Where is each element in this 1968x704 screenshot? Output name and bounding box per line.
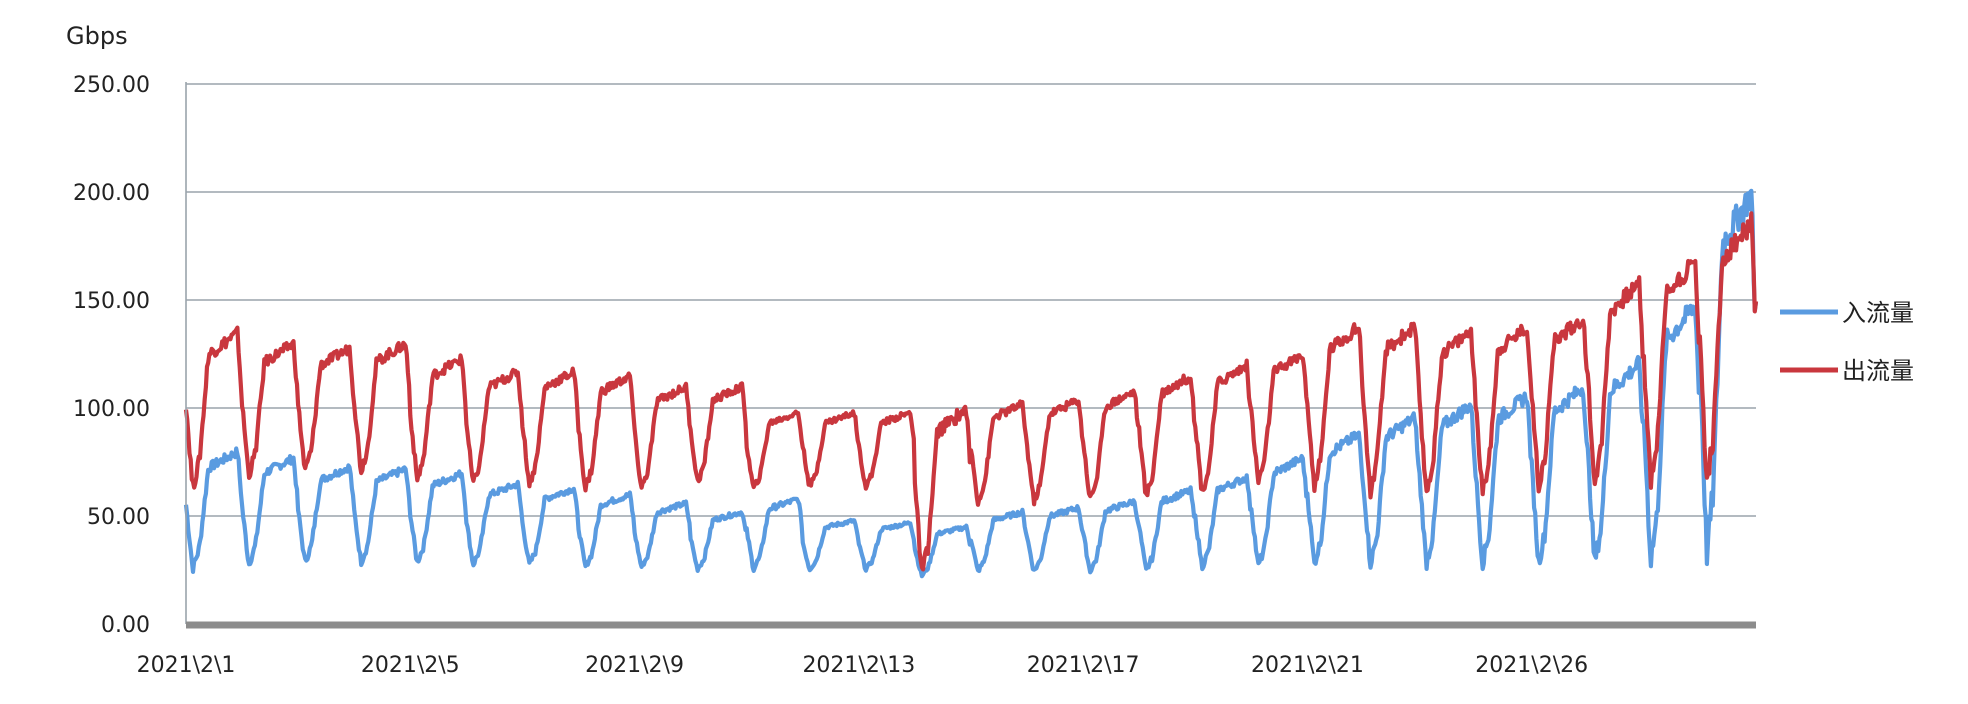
y-tick-label: 0.00 <box>101 613 150 638</box>
series-lines <box>183 188 1759 579</box>
y-tick-label: 150.00 <box>73 289 150 314</box>
x-axis-ticks: 2021\2\1 2021\2\5 2021\2\9 2021\2\13 2021\2\… <box>137 653 1589 678</box>
axes <box>185 82 1756 629</box>
x-tick-label: 2021\2\1 <box>137 653 236 678</box>
y-tick-label: 250.00 <box>73 73 150 98</box>
x-tick-label: 2021\2\13 <box>802 653 915 678</box>
series-line-inbound <box>183 188 1759 579</box>
y-tick-label: 100.00 <box>73 397 150 422</box>
x-tick-label: 2021\2\9 <box>585 653 684 678</box>
x-tick-label: 2021\2\5 <box>361 653 460 678</box>
y-tick-label: 50.00 <box>87 505 150 530</box>
x-tick-label: 2021\2\21 <box>1251 653 1364 678</box>
y-tick-label: 200.00 <box>73 181 150 206</box>
y-axis-ticks: 0.00 50.00 100.00 150.00 200.00 250.00 <box>73 73 150 638</box>
legend-label: 入流量 <box>1842 299 1914 327</box>
x-tick-label: 2021\2\17 <box>1027 653 1140 678</box>
series-line-outbound <box>183 211 1759 572</box>
legend-label: 出流量 <box>1842 357 1914 385</box>
y-axis-unit-label: Gbps <box>66 22 128 50</box>
x-tick-label: 2021\2\26 <box>1475 653 1588 678</box>
